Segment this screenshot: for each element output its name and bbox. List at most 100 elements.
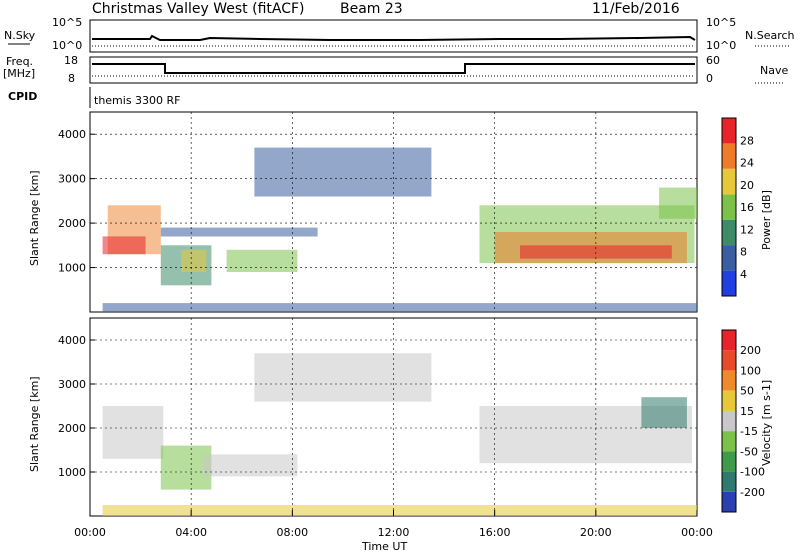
xtick-label-3: 12:00 xyxy=(378,526,410,539)
power-colorbar-swatch-6 xyxy=(722,118,736,144)
freq-label: Freq. xyxy=(6,55,33,68)
xaxis-label: Time UT xyxy=(361,540,407,553)
power-colorbar-swatch-0 xyxy=(722,270,736,296)
vel-colorbar-tick-3: 15 xyxy=(740,405,754,418)
power-colorbar-tick-6: 28 xyxy=(740,134,754,147)
vel-ytick-label-1: 2000 xyxy=(58,422,86,435)
vel-region-0 xyxy=(102,406,164,459)
cpid-program: themis 3300 RF xyxy=(94,94,181,107)
power-ytick-label-3: 4000 xyxy=(58,128,86,141)
power-colorbar-tick-4: 20 xyxy=(740,179,754,192)
power-colorbar-frame xyxy=(721,117,737,297)
cpid-label: CPID xyxy=(8,90,37,103)
xtick-label-1: 04:00 xyxy=(175,526,207,539)
vel-colorbar-swatch-5 xyxy=(722,390,736,411)
xtick-label-6: 00:00 xyxy=(681,526,713,539)
power-colorbar-swatch-2 xyxy=(722,219,736,246)
power-colorbar-swatch-3 xyxy=(722,194,736,220)
nave-tick-bottom: 0 xyxy=(706,72,713,85)
vel-colorbar-swatch-1 xyxy=(722,471,736,492)
vel-colorbar-tick-0: 200 xyxy=(740,344,761,357)
nsky-panel: N.Sky 10^5 10^0 10^5 10^0 N.Search xyxy=(4,16,795,53)
beam-label: Beam 23 xyxy=(340,1,403,17)
vel-ytick-label-0: 1000 xyxy=(58,466,86,479)
xtick-label-2: 08:00 xyxy=(276,526,308,539)
nsky-tick-top: 10^5 xyxy=(52,16,82,29)
nave-label: Nave xyxy=(760,64,788,77)
velocity-colorbar-label: Velocity [m s-1] xyxy=(760,380,773,466)
xtick-label-4: 16:00 xyxy=(479,526,511,539)
station-title: Christmas Valley West (fitACF) xyxy=(92,1,305,17)
velocity-scatter xyxy=(102,353,698,516)
vel-colorbar-swatch-0 xyxy=(722,491,736,512)
power-colorbar: Power [dB] 4 8 12 16 20 24 28 xyxy=(721,117,773,297)
nsky-trace xyxy=(92,34,696,41)
date-label: 11/Feb/2016 xyxy=(592,1,680,17)
power-colorbar-tick-5: 24 xyxy=(740,157,754,170)
vel-ytick-label-2: 3000 xyxy=(58,378,86,391)
vel-colorbar-tick-7: -200 xyxy=(740,486,765,499)
velocity-grid xyxy=(90,318,697,516)
nsky-label: N.Sky xyxy=(4,29,36,42)
vel-colorbar-frame xyxy=(721,329,737,513)
vel-region-6 xyxy=(102,505,698,516)
vel-colorbar-swatch-2 xyxy=(722,451,736,472)
power-ytick-label-2: 3000 xyxy=(58,173,86,186)
power-ylabel: Slant Range [km] xyxy=(28,170,41,266)
power-region-1 xyxy=(102,236,146,255)
power-region-6 xyxy=(254,147,432,197)
vel-region-2 xyxy=(203,454,298,477)
power-region-10 xyxy=(659,187,697,219)
freq-tick-top: 18 xyxy=(64,54,78,67)
velocity-ylabel: Slant Range [km] xyxy=(28,376,41,472)
power-colorbar-tick-3: 16 xyxy=(740,201,754,214)
power-colorbar-label: Power [dB] xyxy=(760,190,773,250)
velocity-yaxis: 1000 2000 3000 4000 xyxy=(58,334,95,479)
nave-tick-top: 60 xyxy=(706,54,720,67)
vel-colorbar-swatch-7 xyxy=(722,350,736,371)
power-yaxis: 1000 2000 3000 4000 xyxy=(58,128,95,275)
power-region-5 xyxy=(160,227,318,237)
vel-colorbar-tick-4: -15 xyxy=(740,425,758,438)
power-region-3 xyxy=(181,249,207,272)
velocity-colorbar: Velocity [m s-1] 200 100 50 15 -15 -50 -100 -20… xyxy=(721,329,773,513)
power-region-11 xyxy=(102,303,698,312)
vel-region-5 xyxy=(641,397,687,428)
freq-tick-bottom: 8 xyxy=(68,72,75,85)
velocity-panel: 1000 2000 3000 4000 00:00 04:00 08:00 12:00 16:… xyxy=(28,317,713,553)
power-region-4 xyxy=(226,249,298,272)
vel-colorbar-tick-6: -100 xyxy=(740,466,765,479)
power-colorbar-tick-1: 8 xyxy=(740,246,747,259)
power-scatter xyxy=(102,147,698,312)
vel-colorbar-swatch-6 xyxy=(722,370,736,391)
vel-region-1 xyxy=(160,445,212,490)
xtick-label-5: 20:00 xyxy=(580,526,612,539)
freq-trace xyxy=(92,63,695,74)
power-colorbar-swatch-4 xyxy=(722,168,736,195)
freq-unit: [MHz] xyxy=(3,67,35,80)
power-colorbar-swatch-1 xyxy=(722,245,736,271)
xtick-label-0: 00:00 xyxy=(74,526,106,539)
vel-colorbar-swatch-8 xyxy=(722,330,736,351)
nsky-tick-bottom: 10^0 xyxy=(52,39,82,52)
vel-region-3 xyxy=(254,353,432,402)
velocity-xaxis: 00:00 04:00 08:00 12:00 16:00 20:00 00:00 xyxy=(74,510,713,539)
nsearch-label: N.Search xyxy=(745,29,795,42)
freq-panel: Freq. [MHz] 18 8 60 0 Nave xyxy=(3,54,788,85)
vel-colorbar-swatch-3 xyxy=(722,431,736,452)
vel-colorbar-tick-5: -50 xyxy=(740,445,758,458)
power-region-9 xyxy=(520,245,672,259)
nsearch-tick-top: 10^5 xyxy=(706,16,736,29)
nsearch-tick-bottom: 10^0 xyxy=(706,39,736,52)
vel-colorbar-tick-2: 50 xyxy=(740,385,754,398)
power-grid xyxy=(90,112,697,312)
cpid-row: CPID themis 3300 RF xyxy=(8,87,181,108)
power-ytick-label-1: 2000 xyxy=(58,217,86,230)
vel-colorbar-tick-1: 100 xyxy=(740,364,761,377)
power-colorbar-swatch-5 xyxy=(722,143,736,169)
power-panel: 1000 2000 3000 4000 Slant Range [km] xyxy=(28,111,698,313)
vel-ytick-label-3: 4000 xyxy=(58,334,86,347)
vel-colorbar-swatch-4 xyxy=(722,410,736,432)
power-ytick-label-0: 1000 xyxy=(58,262,86,275)
